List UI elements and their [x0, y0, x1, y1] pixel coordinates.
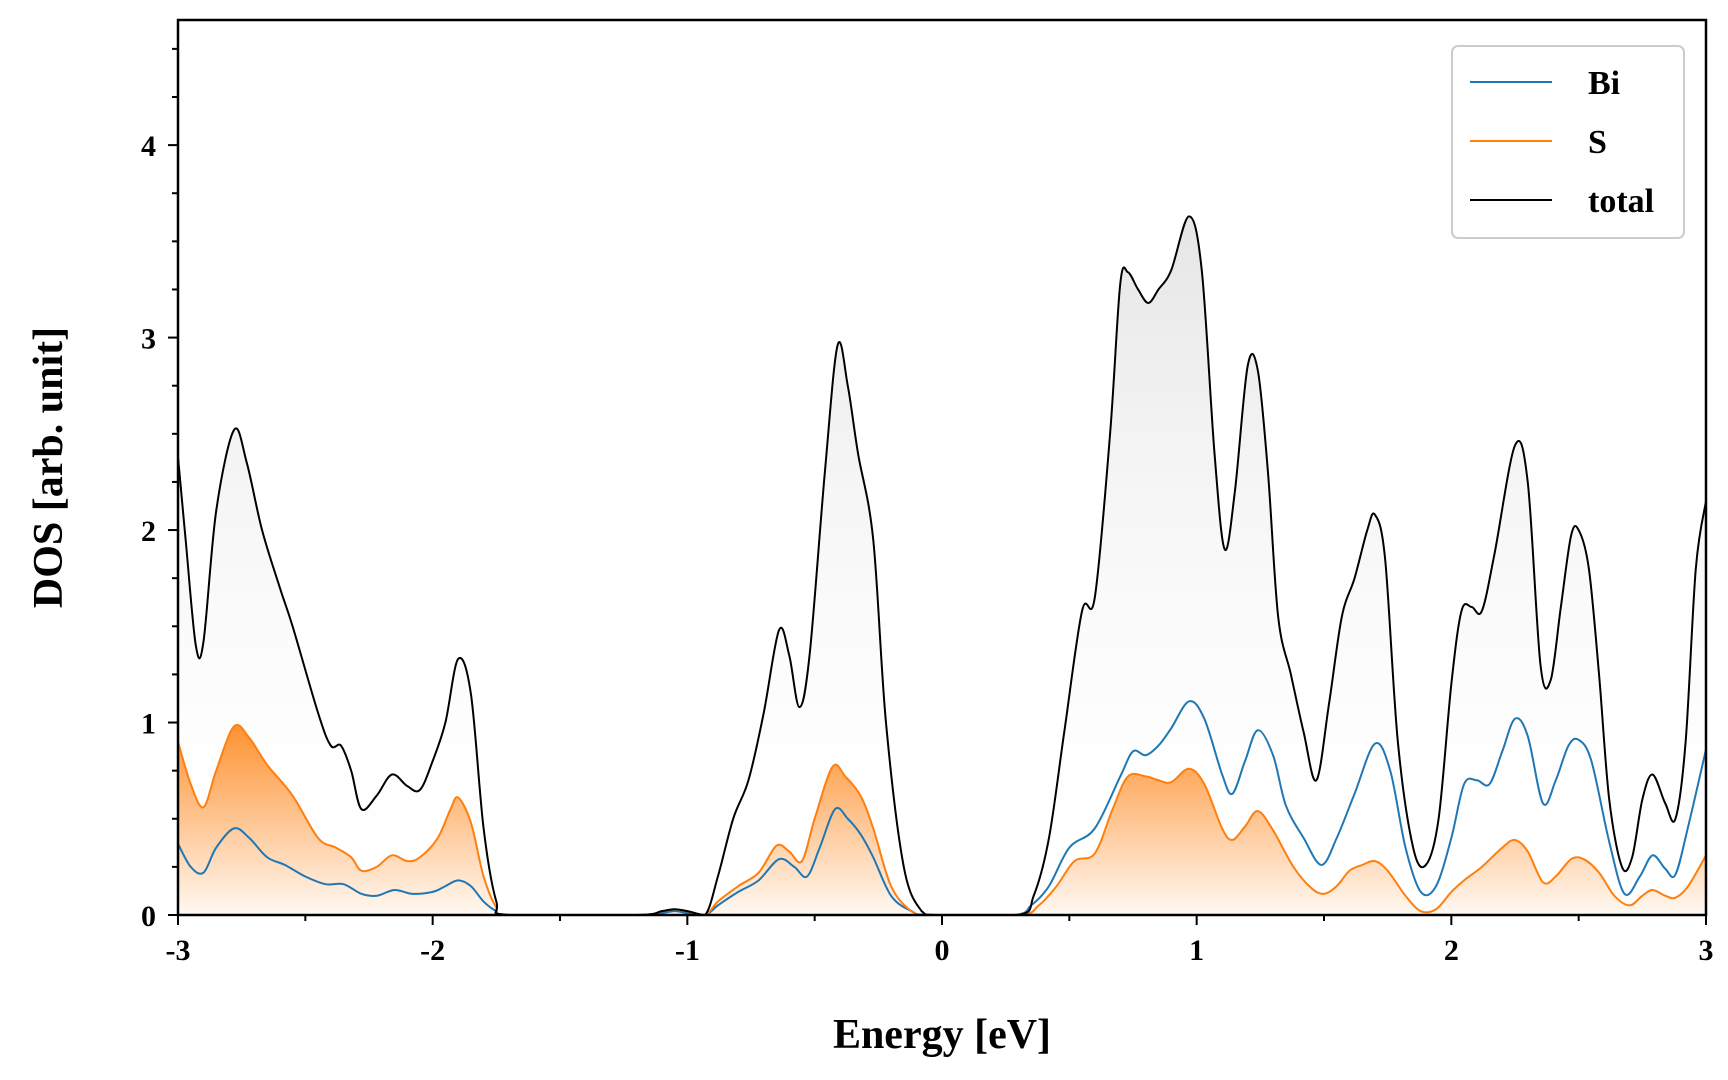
x-tick-label: -3	[166, 934, 191, 967]
s-fill	[178, 724, 1706, 915]
total-fill	[178, 216, 1706, 915]
legend-label-total: total	[1588, 183, 1654, 220]
x-tick-label: 0	[935, 934, 950, 967]
x-tick-label: -2	[420, 934, 445, 967]
y-tick-label: 4	[141, 130, 156, 163]
x-axis-title: Energy [eV]	[833, 1012, 1051, 1058]
y-tick-label: 2	[141, 515, 156, 548]
legend-label-bi: Bi	[1588, 65, 1620, 102]
fill-areas	[178, 216, 1706, 915]
series-lines	[178, 215, 1706, 915]
x-tick-label: -1	[675, 934, 700, 967]
legend-box	[1451, 45, 1685, 239]
y-tick-label: 1	[141, 708, 156, 741]
series-line-s	[178, 723, 1706, 915]
legend-label-s: S	[1588, 124, 1607, 161]
series-line-bi	[178, 700, 1706, 915]
x-tick-label: 1	[1189, 934, 1204, 967]
y-tick-label: 3	[141, 323, 156, 356]
series-line-total	[178, 215, 1706, 915]
x-tick-label: 3	[1699, 934, 1714, 967]
x-tick-label: 2	[1444, 934, 1459, 967]
axes: -3 -2 -1 0 1 2 3 0 1 2 3 4 Energy [eV] DOS [arb. unit…	[26, 18, 1714, 1058]
y-tick-label: 0	[141, 900, 156, 933]
y-axis-title: DOS [arb. unit]	[26, 327, 72, 608]
